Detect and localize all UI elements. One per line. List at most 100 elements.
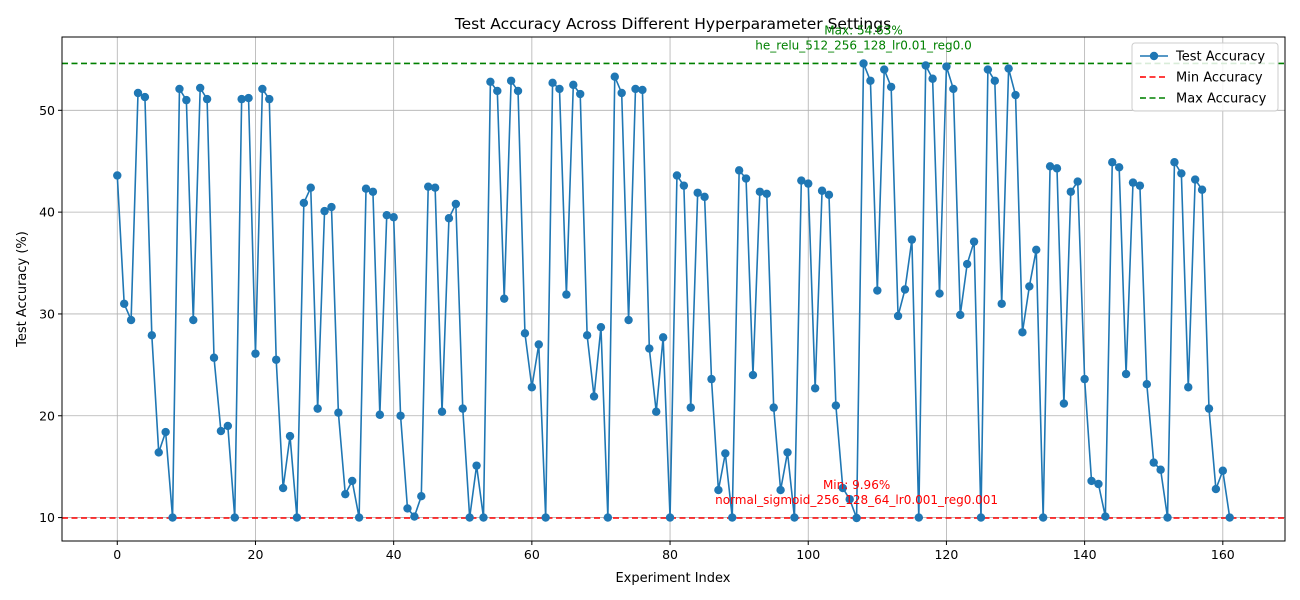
data-point <box>202 94 212 104</box>
data-point <box>320 206 329 216</box>
data-point <box>900 285 910 294</box>
data-point <box>969 237 979 246</box>
data-point <box>983 65 993 74</box>
data-point <box>603 513 613 522</box>
data-point <box>520 329 530 338</box>
tick-layer: 0 20 40 60 80 100 120 140 160 10 20 30 40 50 <box>39 103 1235 562</box>
data-point <box>1135 181 1145 190</box>
data-point <box>1170 158 1179 167</box>
legend-label: Test Accuracy <box>1175 50 1265 65</box>
data-point <box>776 485 785 495</box>
data-point <box>734 166 744 175</box>
legend: Test Accuracy Min Accuracy Max Accuracy <box>1131 42 1279 112</box>
data-point <box>506 76 516 85</box>
data-point <box>410 512 419 521</box>
x-tick-label: 160 <box>1211 547 1235 562</box>
data-point <box>942 62 951 71</box>
data-point <box>278 483 288 493</box>
data-point <box>866 76 875 85</box>
data-point <box>265 94 274 104</box>
data-point <box>576 89 585 99</box>
data-point <box>334 408 343 417</box>
x-axis-title: Experiment Index <box>615 571 730 586</box>
data-point <box>189 315 198 325</box>
data-point <box>638 85 647 95</box>
data-point <box>1073 177 1082 186</box>
data-point <box>645 344 654 353</box>
data-point <box>479 513 488 522</box>
data-point <box>797 176 806 185</box>
data-point <box>769 403 778 412</box>
data-point <box>935 289 944 298</box>
data-point <box>195 83 205 93</box>
data-point <box>465 513 474 522</box>
data-point <box>175 84 184 94</box>
data-point <box>783 448 792 457</box>
data-point <box>1108 158 1117 167</box>
data-point <box>596 322 606 332</box>
data-point <box>886 82 896 92</box>
data-point <box>223 421 233 431</box>
data-point <box>1121 369 1131 379</box>
data-point <box>1101 512 1110 521</box>
data-point <box>1087 476 1096 486</box>
data-point <box>859 59 868 68</box>
data-point <box>1038 513 1048 522</box>
data-point <box>962 259 972 269</box>
data-point <box>658 333 668 342</box>
data-point <box>569 80 578 90</box>
data-point <box>133 88 143 98</box>
data-point <box>914 513 923 522</box>
data-point <box>168 513 177 522</box>
data-point <box>182 95 191 105</box>
data-point <box>154 448 163 457</box>
data-point <box>1225 513 1234 522</box>
data-point <box>216 426 226 436</box>
data-point <box>285 431 295 441</box>
data-point <box>1128 178 1138 187</box>
data-point <box>907 235 917 244</box>
x-tick-label: 40 <box>386 547 402 562</box>
data-point <box>1142 380 1152 389</box>
data-point <box>1004 64 1013 73</box>
data-point <box>707 374 716 384</box>
data-point <box>617 88 626 98</box>
data-point <box>140 92 150 102</box>
data-point <box>1011 90 1020 100</box>
data-point <box>686 403 695 412</box>
data-point <box>444 214 454 223</box>
data-point <box>424 182 433 191</box>
data-point <box>1080 374 1089 384</box>
data-point <box>341 489 350 499</box>
data-point <box>1149 458 1158 467</box>
legend-label: Min Accuracy <box>1176 71 1263 86</box>
data-point <box>209 353 219 362</box>
series-line <box>116 62 1231 519</box>
data-point <box>831 401 841 410</box>
data-point <box>755 187 765 196</box>
legend-swatch-marker <box>1149 51 1159 61</box>
data-point <box>396 411 405 420</box>
data-point <box>893 311 903 321</box>
data-point <box>555 84 564 94</box>
data-point <box>486 77 495 87</box>
data-point <box>631 84 640 94</box>
series-layer <box>113 59 1234 523</box>
data-point <box>610 72 619 81</box>
data-point <box>665 513 675 522</box>
x-tick-label: 100 <box>796 547 820 562</box>
data-point <box>873 286 882 295</box>
y-tick-label: 50 <box>39 103 55 118</box>
y-tick-label: 30 <box>39 306 55 321</box>
max-annotation-config: he_relu_512_256_128_lr0.01_reg0.0 <box>755 38 971 52</box>
data-point <box>824 190 834 200</box>
data-point <box>417 492 426 501</box>
data-point <box>1045 162 1055 171</box>
data-point <box>258 84 267 94</box>
legend-box <box>1131 42 1279 112</box>
data-point <box>956 310 965 320</box>
data-point <box>430 183 440 192</box>
data-point <box>810 384 820 393</box>
min-annotation-config: normal_sigmoid_256_128_64_lr0.001_reg0.0… <box>715 493 998 507</box>
